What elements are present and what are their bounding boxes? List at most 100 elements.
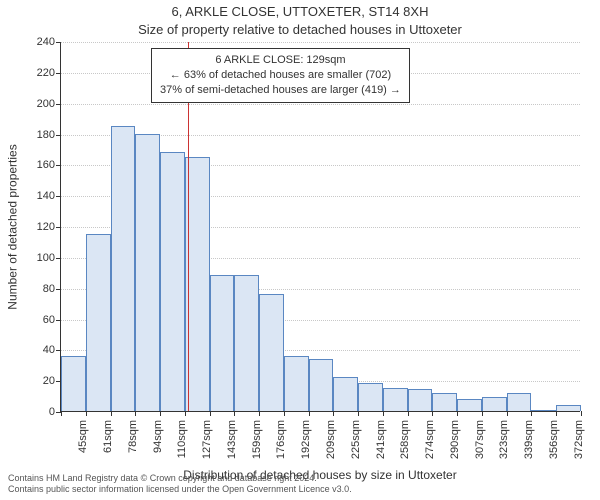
x-tick-label: 94sqm	[152, 420, 164, 453]
x-tick	[333, 411, 334, 416]
x-tick-label: 372sqm	[573, 420, 585, 459]
x-tick-label: 274sqm	[424, 420, 436, 459]
x-tick-label: 127sqm	[201, 420, 213, 459]
histogram-bar	[556, 405, 581, 411]
x-tick	[556, 411, 557, 416]
histogram-bar	[284, 356, 309, 412]
histogram-bar	[160, 152, 185, 411]
x-tick	[185, 411, 186, 416]
histogram-bar	[383, 388, 408, 411]
histogram-bar	[135, 134, 160, 412]
x-tick	[358, 411, 359, 416]
gridline	[61, 104, 580, 105]
x-tick-label: 45sqm	[77, 420, 89, 453]
chart-title-line1: 6, ARKLE CLOSE, UTTOXETER, ST14 8XH	[0, 4, 600, 19]
y-tick	[56, 165, 61, 166]
x-tick-label: 110sqm	[176, 420, 188, 458]
plot-area: 6 ARKLE CLOSE: 129sqm← 63% of detached h…	[60, 42, 580, 412]
x-tick-label: 307sqm	[474, 420, 486, 459]
x-tick-label: 356sqm	[548, 420, 560, 459]
y-tick-label: 80	[15, 283, 55, 295]
annotation-line1: 6 ARKLE CLOSE: 129sqm	[160, 53, 401, 68]
y-tick-label: 20	[15, 375, 55, 387]
x-tick	[309, 411, 310, 416]
y-tick-label: 220	[15, 67, 55, 79]
x-tick	[61, 411, 62, 416]
x-tick	[531, 411, 532, 416]
x-tick-label: 339sqm	[523, 420, 535, 459]
histogram-bar	[358, 383, 383, 411]
histogram-bar	[408, 389, 433, 411]
histogram-bar	[61, 356, 86, 412]
x-tick-label: 209sqm	[325, 420, 337, 459]
y-tick	[56, 320, 61, 321]
annotation-line3: 37% of semi-detached houses are larger (…	[160, 83, 401, 98]
x-tick-label: 176sqm	[275, 420, 287, 459]
y-tick	[56, 104, 61, 105]
y-tick-label: 240	[15, 36, 55, 48]
x-tick-label: 225sqm	[350, 420, 362, 459]
histogram-bar	[507, 393, 532, 412]
x-tick	[234, 411, 235, 416]
x-tick	[408, 411, 409, 416]
x-tick	[86, 411, 87, 416]
x-tick-label: 143sqm	[226, 420, 238, 459]
histogram-bar	[259, 294, 284, 411]
x-tick	[259, 411, 260, 416]
y-tick-label: 140	[15, 190, 55, 202]
y-tick	[56, 135, 61, 136]
x-tick-label: 241sqm	[375, 420, 387, 459]
x-tick	[210, 411, 211, 416]
gridline	[61, 42, 580, 43]
histogram-bar	[457, 399, 482, 411]
y-tick	[56, 350, 61, 351]
x-tick	[111, 411, 112, 416]
x-tick-label: 78sqm	[127, 420, 139, 453]
x-tick	[482, 411, 483, 416]
x-tick-label: 159sqm	[251, 420, 263, 459]
histogram-bar	[432, 393, 457, 412]
footer-line1: Contains HM Land Registry data © Crown c…	[8, 473, 352, 485]
y-tick	[56, 258, 61, 259]
histogram-bar	[309, 359, 334, 411]
chart-title-line2: Size of property relative to detached ho…	[0, 22, 600, 37]
x-tick-label: 192sqm	[300, 420, 312, 459]
y-tick	[56, 73, 61, 74]
histogram-bar	[333, 377, 358, 411]
histogram-bar	[482, 397, 507, 411]
annotation-box: 6 ARKLE CLOSE: 129sqm← 63% of detached h…	[151, 48, 410, 103]
x-tick	[135, 411, 136, 416]
x-tick-label: 61sqm	[102, 420, 114, 453]
histogram-bar	[531, 410, 556, 411]
histogram-bar	[210, 275, 235, 411]
y-tick-label: 120	[15, 221, 55, 233]
y-tick	[56, 42, 61, 43]
y-tick	[56, 289, 61, 290]
y-tick-label: 0	[15, 406, 55, 418]
y-tick-label: 40	[15, 344, 55, 356]
chart-container: 6, ARKLE CLOSE, UTTOXETER, ST14 8XH Size…	[0, 0, 600, 500]
histogram-bar	[86, 234, 111, 411]
x-tick	[581, 411, 582, 416]
histogram-bar	[234, 275, 259, 411]
y-tick-label: 200	[15, 98, 55, 110]
y-tick	[56, 227, 61, 228]
x-tick-label: 290sqm	[449, 420, 461, 459]
x-tick	[507, 411, 508, 416]
y-tick-label: 160	[15, 159, 55, 171]
x-tick	[383, 411, 384, 416]
annotation-line2: ← 63% of detached houses are smaller (70…	[160, 68, 401, 83]
x-tick-label: 323sqm	[498, 420, 510, 459]
histogram-bar	[111, 126, 136, 411]
y-tick-label: 60	[15, 314, 55, 326]
x-tick	[457, 411, 458, 416]
x-tick	[160, 411, 161, 416]
y-tick-label: 100	[15, 252, 55, 264]
x-tick	[284, 411, 285, 416]
footer-line2: Contains public sector information licen…	[8, 484, 352, 496]
x-tick	[432, 411, 433, 416]
y-tick-label: 180	[15, 129, 55, 141]
x-tick-label: 258sqm	[399, 420, 411, 459]
y-tick	[56, 196, 61, 197]
footer-attribution: Contains HM Land Registry data © Crown c…	[8, 473, 352, 496]
